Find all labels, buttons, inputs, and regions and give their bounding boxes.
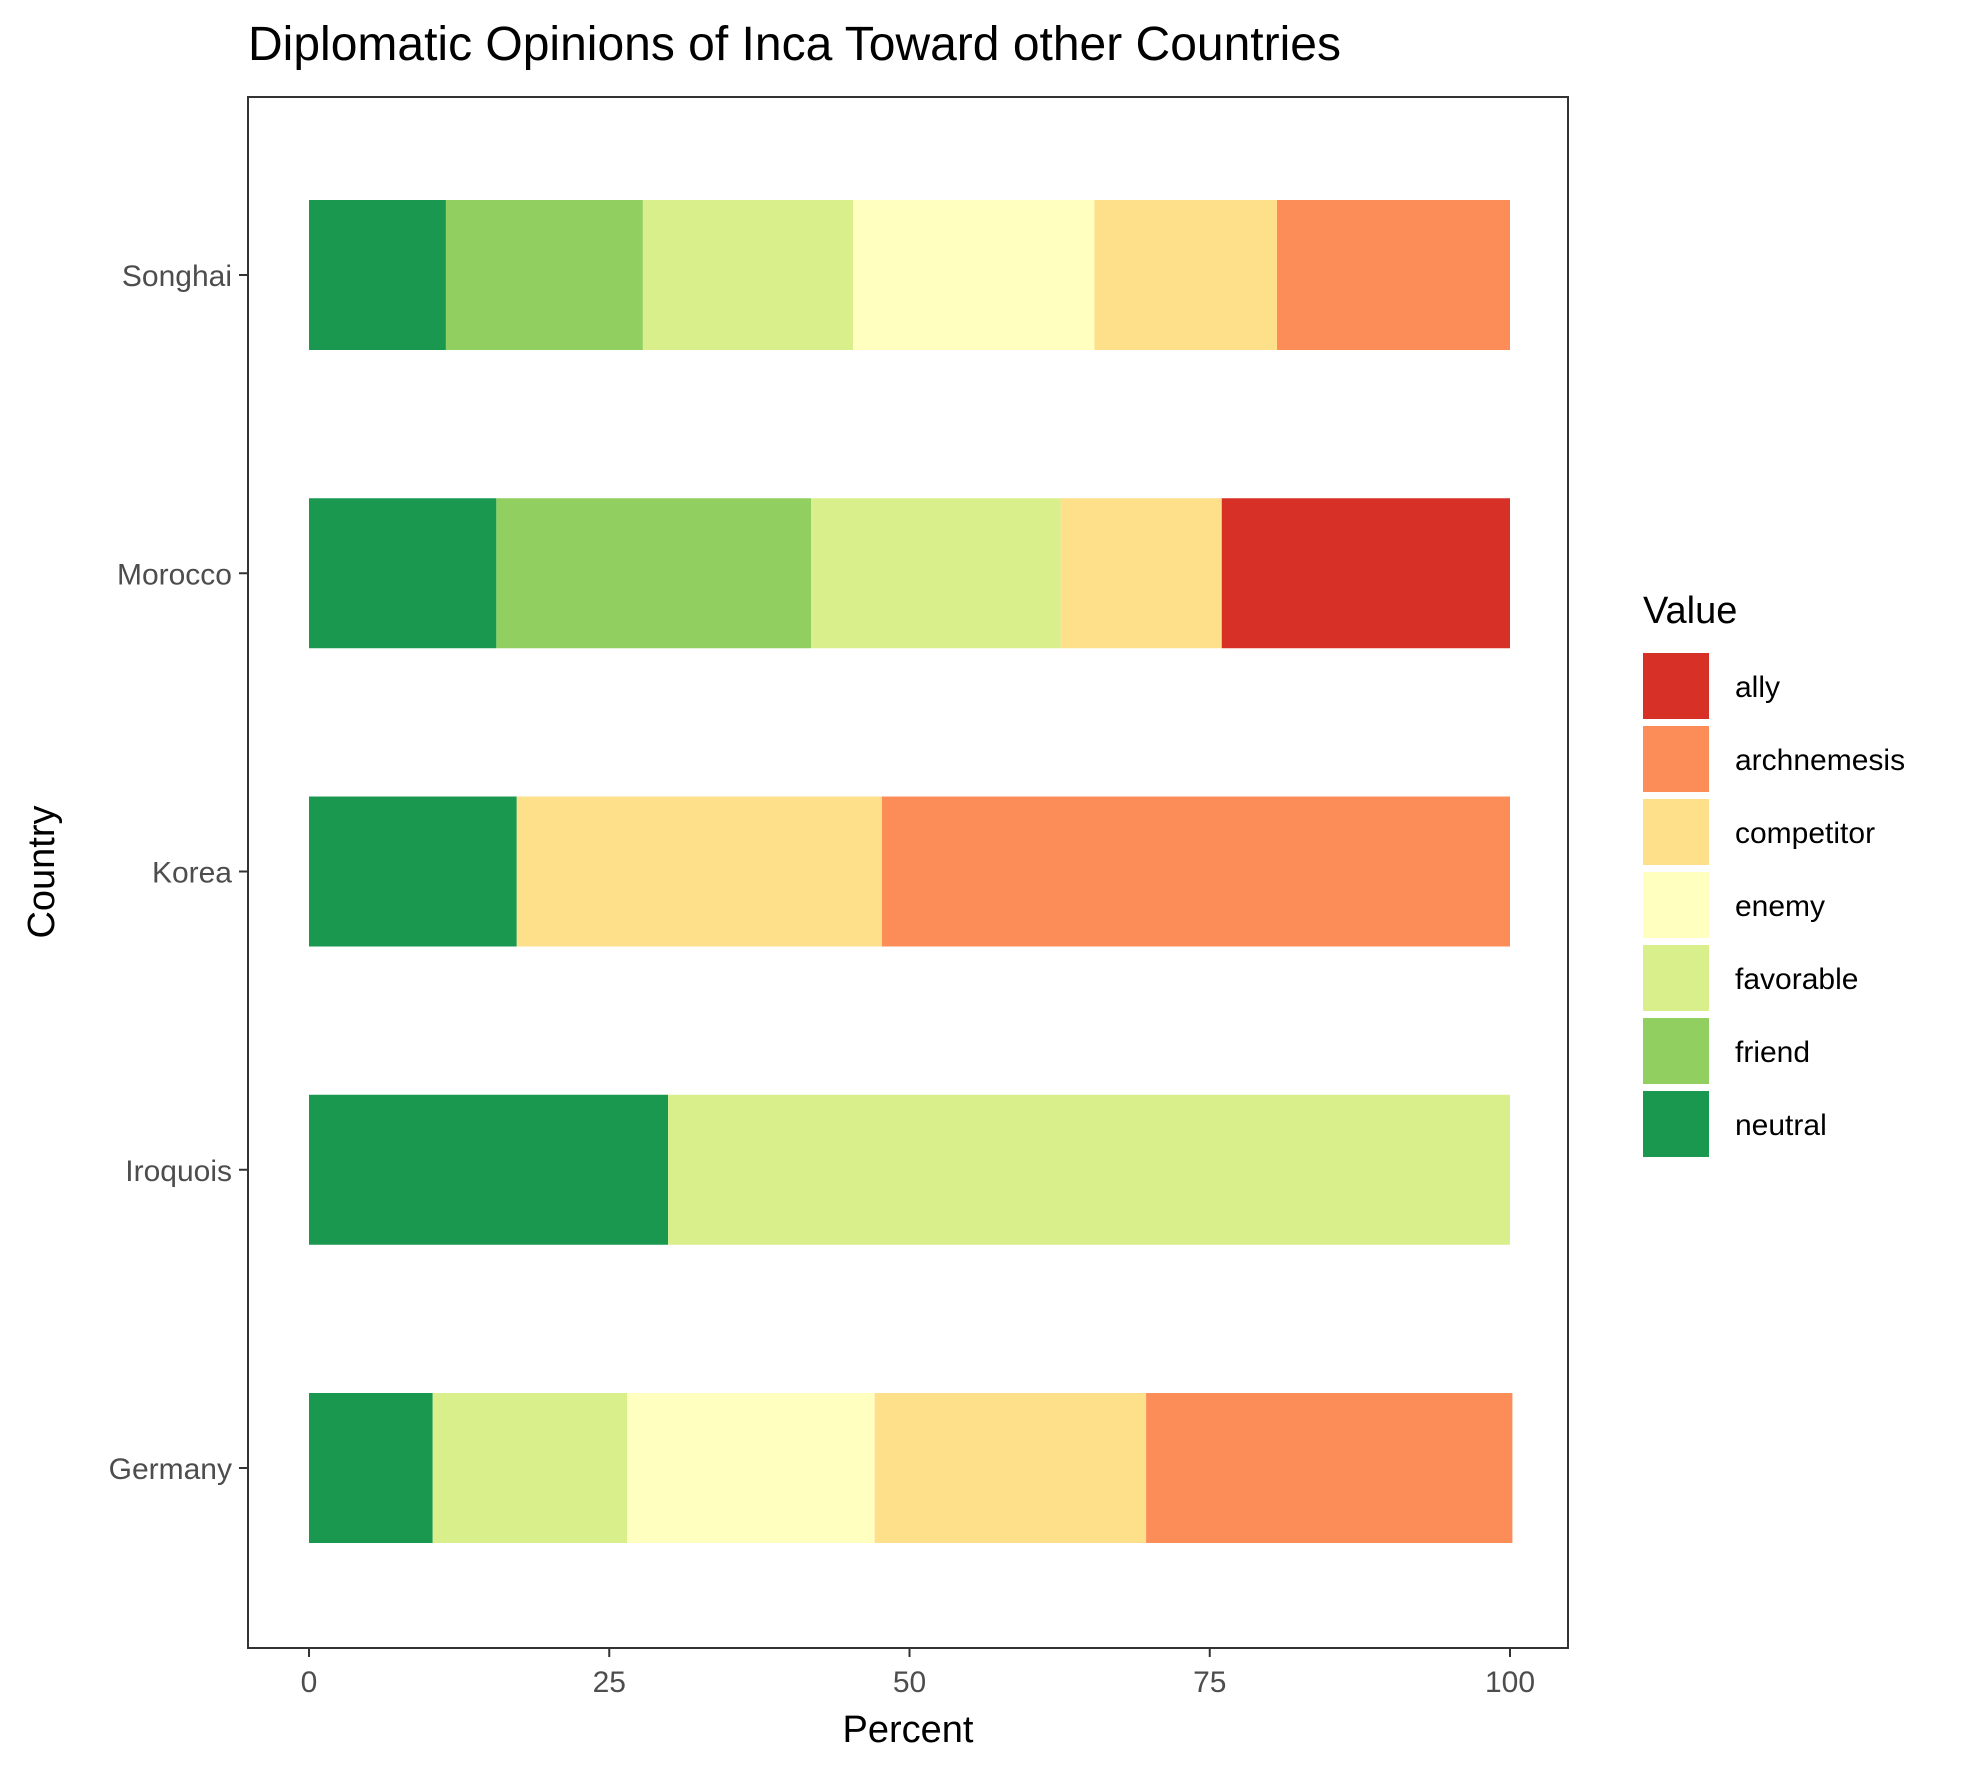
bar-korea-neutral [309, 796, 517, 947]
y-axis-title: Country [21, 805, 63, 938]
bar-songhai-favorable [642, 200, 854, 350]
x-tick-label-100: 100 [1485, 1666, 1535, 1699]
bar-morocco-friend [496, 498, 812, 649]
legend-key-friend [1643, 1018, 1709, 1084]
bar-iroquois-neutral [309, 1094, 669, 1245]
y-tick-label-korea: Korea [152, 857, 232, 890]
legend: Value ally archnemesis competitor enemy favo… [1643, 590, 1905, 1157]
legend-label-competitor: competitor [1735, 817, 1875, 850]
bar-morocco-favorable [811, 498, 1061, 649]
bar-korea-archnemesis [881, 796, 1510, 947]
bar-iroquois-favorable [668, 1094, 1510, 1245]
legend-key-archnemesis [1643, 726, 1709, 792]
bar-germany-enemy [627, 1393, 875, 1543]
legend-key-ally [1643, 653, 1709, 719]
bar-germany-favorable [432, 1393, 628, 1543]
legend-title: Value [1643, 590, 1737, 632]
y-tick-label-songhai: Songhai [122, 260, 232, 293]
bar-germany-archnemesis [1146, 1393, 1513, 1543]
legend-label-enemy: enemy [1735, 890, 1825, 923]
x-tick-label-0: 0 [301, 1666, 318, 1699]
bar-morocco-competitor [1060, 498, 1222, 649]
x-tick-label-50: 50 [893, 1666, 926, 1699]
bar-songhai-competitor [1094, 200, 1277, 350]
chart-title: Diplomatic Opinions of Inca Toward other… [248, 18, 1341, 71]
bar-songhai-enemy [853, 200, 1095, 350]
legend-label-friend: friend [1735, 1036, 1810, 1069]
bar-germany-competitor [874, 1393, 1147, 1543]
x-axis-title: Percent [843, 1709, 974, 1751]
x-tick-label-25: 25 [593, 1666, 626, 1699]
bar-morocco-neutral [309, 498, 497, 649]
y-tick-label-germany: Germany [109, 1453, 232, 1486]
bar-morocco-ally [1221, 498, 1510, 649]
legend-key-enemy [1643, 872, 1709, 938]
bar-korea-competitor [516, 796, 882, 947]
legend-label-favorable: favorable [1735, 963, 1858, 996]
legend-label-neutral: neutral [1735, 1109, 1827, 1142]
bar-germany-neutral [309, 1393, 433, 1543]
legend-key-favorable [1643, 945, 1709, 1011]
bar-songhai-archnemesis [1277, 200, 1510, 350]
x-tick-label-75: 75 [1193, 1666, 1226, 1699]
bar-songhai-neutral [309, 200, 446, 350]
x-axis: 0 25 50 75 100 [301, 1648, 1535, 1699]
legend-label-archnemesis: archnemesis [1735, 744, 1905, 777]
y-axis: Germany Iroquois Korea Morocco Songhai [109, 260, 248, 1486]
bar-songhai-friend [445, 200, 643, 350]
legend-key-competitor [1643, 799, 1709, 865]
legend-label-ally: ally [1735, 671, 1780, 704]
legend-key-neutral [1643, 1091, 1709, 1157]
bars-layer [309, 200, 1513, 1543]
y-tick-label-iroquois: Iroquois [125, 1155, 232, 1188]
y-tick-label-morocco: Morocco [117, 558, 232, 591]
